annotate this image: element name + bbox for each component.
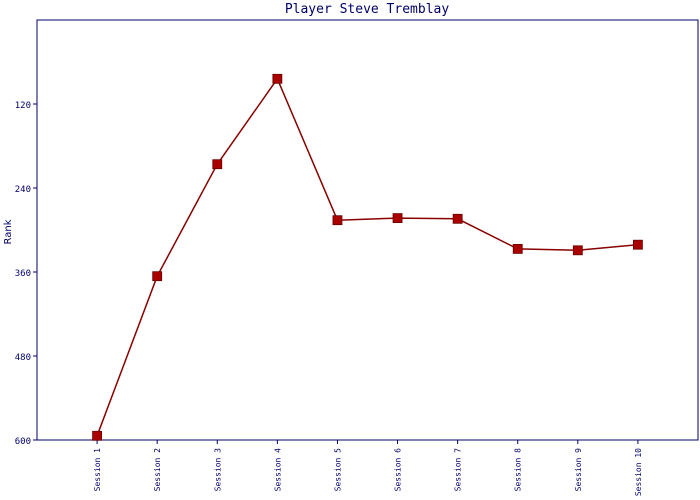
- x-tick-label: Session 7: [454, 448, 463, 492]
- point-marker: [572, 245, 583, 256]
- point-marker: [212, 159, 223, 170]
- point-marker: [332, 215, 343, 226]
- y-tick-label: 240: [15, 185, 31, 195]
- point-marker: [392, 213, 403, 224]
- x-tick-label: Session 3: [213, 448, 222, 492]
- plot-frame: [36, 19, 699, 441]
- x-tick-label: Session 5: [333, 448, 342, 492]
- y-axis-label: Rank: [3, 219, 14, 244]
- chart-title: Player Steve Tremblay: [285, 2, 450, 17]
- x-tick-label: Session 9: [574, 448, 583, 492]
- x-tick-label: Session 1: [93, 448, 102, 492]
- point-marker: [152, 271, 163, 282]
- point-marker: [272, 73, 283, 84]
- point-marker: [633, 239, 643, 250]
- x-tick-label: Session 4: [273, 448, 282, 492]
- y-tick-label: 360: [15, 269, 31, 279]
- point-marker: [92, 430, 102, 441]
- x-tick-label: Session 2: [153, 448, 162, 492]
- series-line: [96, 77, 638, 437]
- point-marker: [512, 243, 523, 254]
- y-tick-label: 120: [15, 101, 31, 111]
- y-tick-label: 600: [15, 437, 31, 447]
- y-tick-label: 480: [15, 353, 31, 363]
- x-tick-label: Session 8: [514, 448, 523, 492]
- point-marker: [452, 213, 463, 224]
- x-tick-label: Session 6: [394, 448, 403, 492]
- x-tick-label: Session 10: [634, 448, 643, 496]
